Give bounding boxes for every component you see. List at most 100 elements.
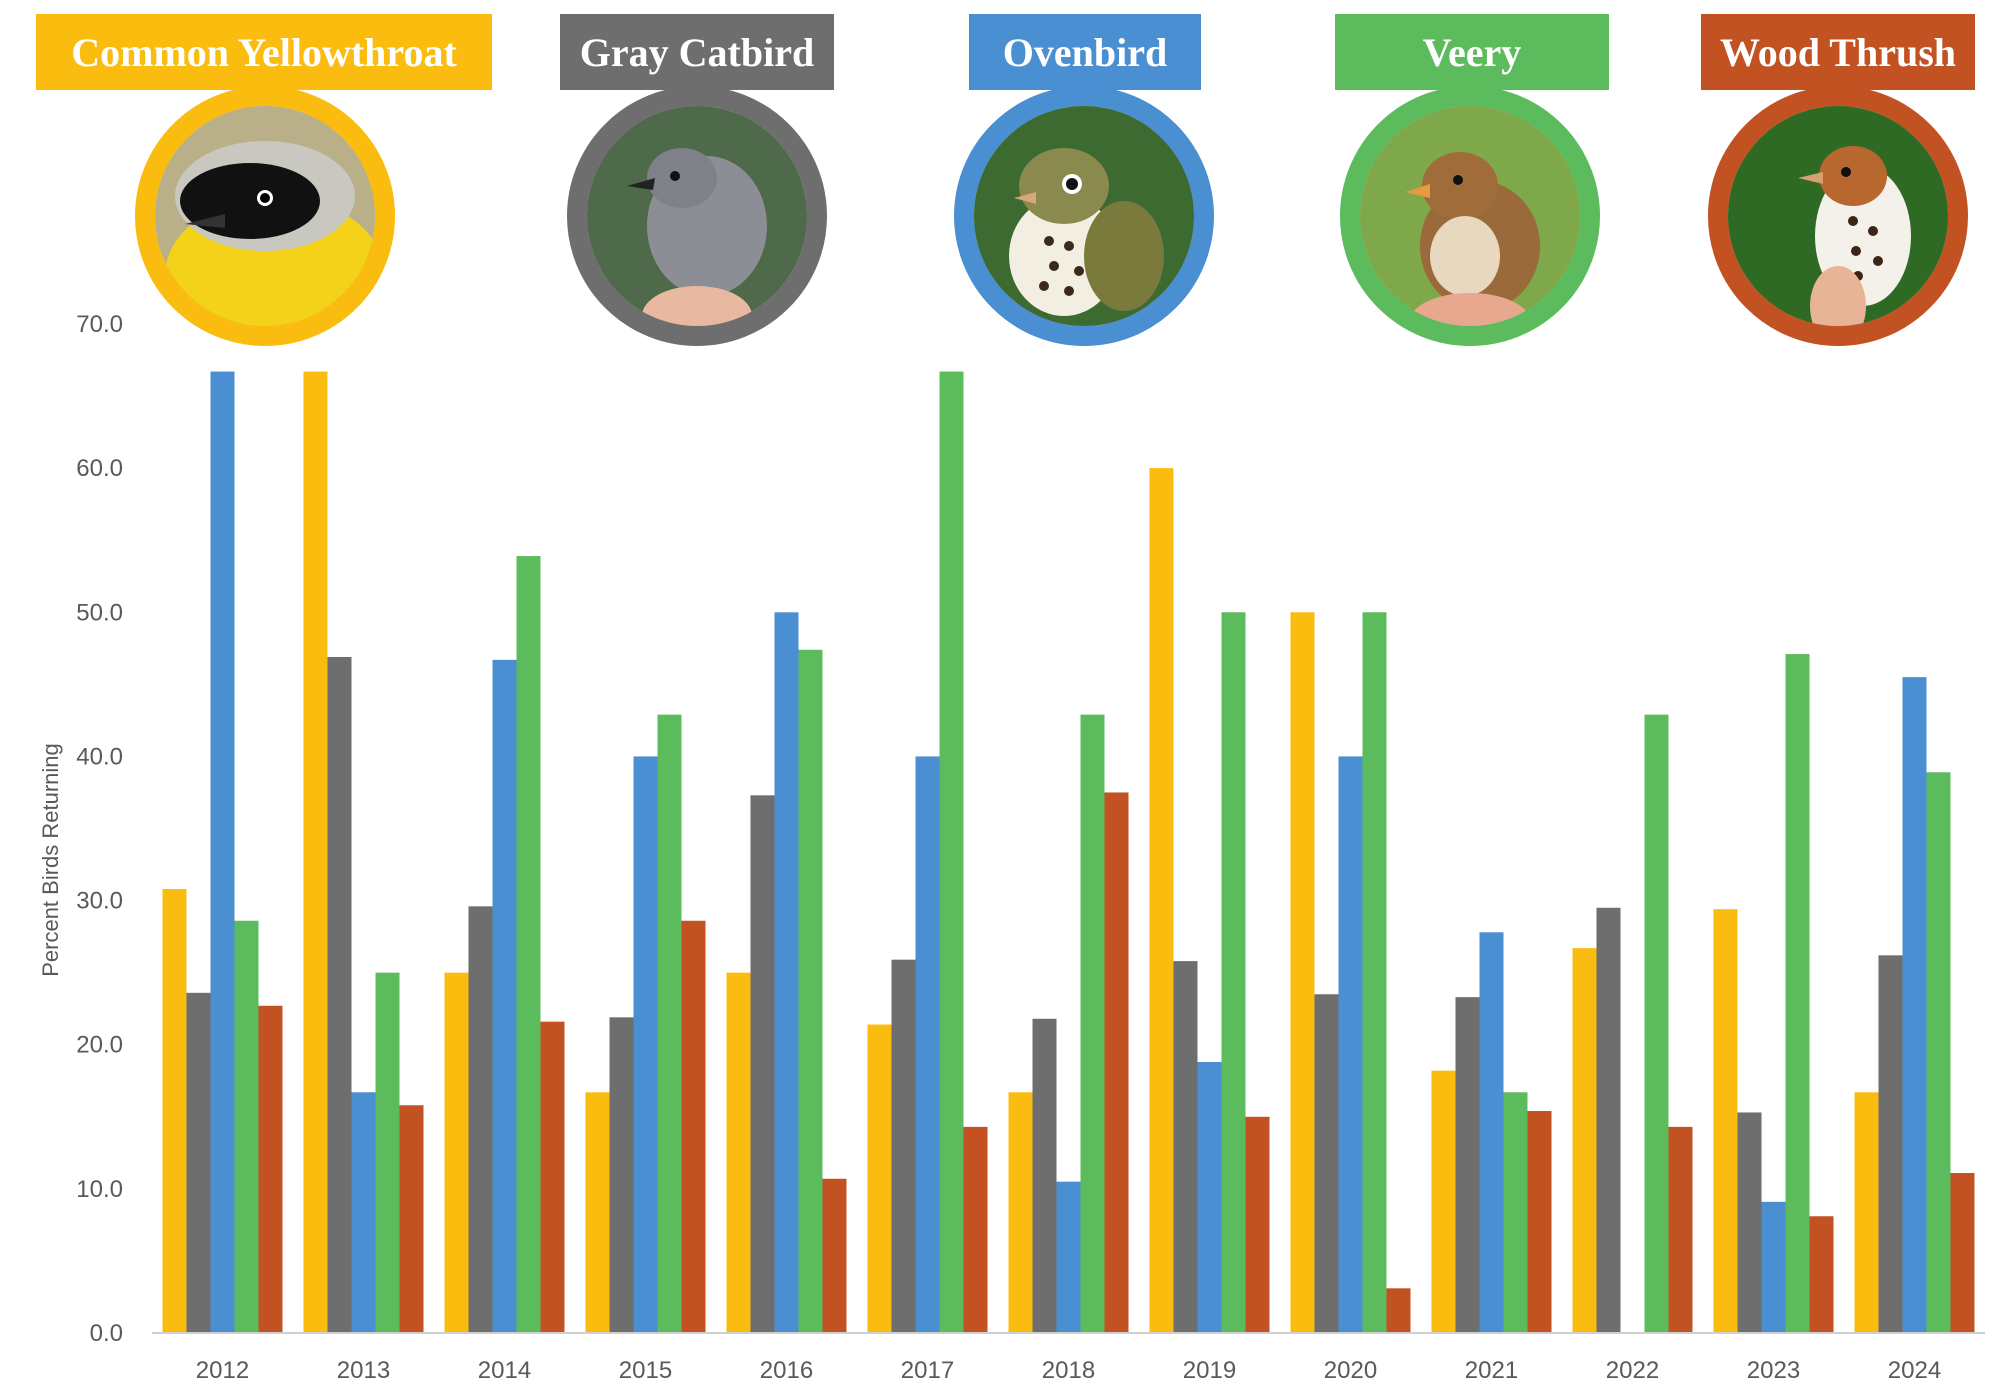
bar-gray-catbird-2014 xyxy=(468,906,493,1333)
bar-common-yellowthroat-2019 xyxy=(1149,468,1174,1334)
bar-wood-thrush-2018 xyxy=(1104,792,1129,1333)
bar-ovenbird-2018 xyxy=(1056,1181,1081,1333)
legend-label-veery: Veery xyxy=(1335,14,1609,90)
legend-text: Veery xyxy=(1422,29,1522,75)
bar-veery-2014 xyxy=(516,556,541,1333)
veery-illustration xyxy=(1360,106,1580,326)
bar-gray-catbird-2022 xyxy=(1596,907,1621,1333)
bar-ovenbird-2017 xyxy=(915,756,940,1333)
y-tick-label: 20.0 xyxy=(76,1032,123,1059)
legend-label-wood-thrush: Wood Thrush xyxy=(1701,14,1975,90)
wood-thrush-illustration xyxy=(1728,106,1948,326)
y-tick-label: 50.0 xyxy=(76,599,123,626)
bar-wood-thrush-2022 xyxy=(1668,1126,1693,1333)
ovenbird-photo xyxy=(954,86,1214,346)
bar-ovenbird-2020 xyxy=(1338,756,1363,1333)
x-tick-label: 2017 xyxy=(901,1357,954,1384)
bar-common-yellowthroat-2014 xyxy=(444,972,469,1333)
bar-ovenbird-2021 xyxy=(1479,932,1504,1333)
bar-wood-thrush-2024 xyxy=(1950,1173,1975,1333)
bar-veery-2016 xyxy=(798,649,823,1333)
bar-veery-2018 xyxy=(1080,714,1105,1333)
bar-common-yellowthroat-2022 xyxy=(1572,948,1597,1333)
bar-common-yellowthroat-2013 xyxy=(303,371,328,1333)
bar-common-yellowthroat-2012 xyxy=(162,889,187,1333)
bar-wood-thrush-2021 xyxy=(1527,1111,1552,1333)
x-tick-label: 2015 xyxy=(619,1357,672,1384)
bar-gray-catbird-2018 xyxy=(1032,1018,1057,1333)
bar-ovenbird-2024 xyxy=(1902,677,1927,1333)
x-tick-label: 2019 xyxy=(1183,1357,1236,1384)
bar-wood-thrush-2015 xyxy=(681,920,706,1333)
bar-veery-2020 xyxy=(1362,612,1387,1333)
bar-wood-thrush-2016 xyxy=(822,1178,847,1333)
legend-text: Common Yellowthroat xyxy=(71,29,457,75)
bar-wood-thrush-2012 xyxy=(258,1005,283,1333)
bar-common-yellowthroat-2021 xyxy=(1431,1070,1456,1333)
y-axis-title: Percent Birds Returning xyxy=(38,743,63,977)
gray-catbird-illustration xyxy=(587,106,807,326)
bar-wood-thrush-2017 xyxy=(963,1126,988,1333)
bar-veery-2013 xyxy=(375,972,400,1333)
bar-common-yellowthroat-2015 xyxy=(585,1092,610,1333)
bar-common-yellowthroat-2023 xyxy=(1713,909,1738,1333)
bar-veery-2019 xyxy=(1221,612,1246,1333)
y-tick-label: 40.0 xyxy=(76,743,123,770)
ovenbird-illustration xyxy=(974,106,1194,326)
x-tick-label: 2018 xyxy=(1042,1357,1095,1384)
bar-ovenbird-2016 xyxy=(774,612,799,1333)
bar-veery-2015 xyxy=(657,714,682,1333)
bar-common-yellowthroat-2016 xyxy=(726,972,751,1333)
bar-ovenbird-2012 xyxy=(210,371,235,1333)
x-axis: 2012 2013 2014 2015 2016 2017 2018 2019 2020 2021… xyxy=(196,1357,1941,1384)
bar-ovenbird-2023 xyxy=(1761,1201,1786,1333)
bar-gray-catbird-2020 xyxy=(1314,994,1339,1333)
y-tick-label: 0.0 xyxy=(90,1320,123,1347)
bar-veery-2021 xyxy=(1503,1092,1528,1333)
common-yellowthroat-illustration xyxy=(155,106,375,326)
bar-veery-2024 xyxy=(1926,772,1951,1333)
bar-gray-catbird-2013 xyxy=(327,656,352,1333)
bar-ovenbird-2019 xyxy=(1197,1062,1222,1333)
y-tick-label: 60.0 xyxy=(76,455,123,482)
legend-label-gray-catbird: Gray Catbird xyxy=(560,14,834,90)
bar-wood-thrush-2023 xyxy=(1809,1216,1834,1333)
bar-ovenbird-2013 xyxy=(351,1092,376,1333)
bar-gray-catbird-2023 xyxy=(1737,1112,1762,1333)
bar-gray-catbird-2021 xyxy=(1455,997,1480,1333)
bar-veery-2012 xyxy=(234,920,259,1333)
x-tick-label: 2012 xyxy=(196,1357,249,1384)
bar-gray-catbird-2015 xyxy=(609,1017,634,1333)
bar-ovenbird-2015 xyxy=(633,756,658,1333)
x-tick-label: 2016 xyxy=(760,1357,813,1384)
x-tick-label: 2024 xyxy=(1888,1357,1941,1384)
bar-veery-2017 xyxy=(939,371,964,1333)
bar-veery-2023 xyxy=(1785,654,1810,1333)
y-tick-label: 10.0 xyxy=(76,1176,123,1203)
x-tick-label: 2021 xyxy=(1465,1357,1518,1384)
bar-gray-catbird-2019 xyxy=(1173,961,1198,1333)
x-tick-label: 2023 xyxy=(1747,1357,1800,1384)
bar-gray-catbird-2024 xyxy=(1878,955,1903,1333)
bar-common-yellowthroat-2017 xyxy=(867,1024,892,1333)
bar-common-yellowthroat-2024 xyxy=(1854,1092,1879,1333)
bar-common-yellowthroat-2018 xyxy=(1008,1092,1033,1333)
legend-text: Wood Thrush xyxy=(1719,29,1957,75)
bar-gray-catbird-2012 xyxy=(186,992,211,1333)
x-tick-label: 2014 xyxy=(478,1357,531,1384)
bar-gray-catbird-2016 xyxy=(750,795,775,1333)
bar-common-yellowthroat-2020 xyxy=(1290,612,1315,1333)
bar-wood-thrush-2014 xyxy=(540,1021,565,1333)
legend-label-common-yellowthroat: Common Yellowthroat xyxy=(36,14,492,90)
x-tick-label: 2020 xyxy=(1324,1357,1377,1384)
bar-wood-thrush-2019 xyxy=(1245,1116,1270,1333)
bar-series xyxy=(162,371,1975,1334)
bar-wood-thrush-2013 xyxy=(399,1105,424,1333)
bar-gray-catbird-2017 xyxy=(891,959,916,1333)
legend-text: Gray Catbird xyxy=(579,29,815,75)
x-tick-label: 2022 xyxy=(1606,1357,1659,1384)
y-tick-label: 30.0 xyxy=(76,888,123,915)
bar-ovenbird-2014 xyxy=(492,659,517,1333)
y-tick-label: 70.0 xyxy=(76,311,123,338)
